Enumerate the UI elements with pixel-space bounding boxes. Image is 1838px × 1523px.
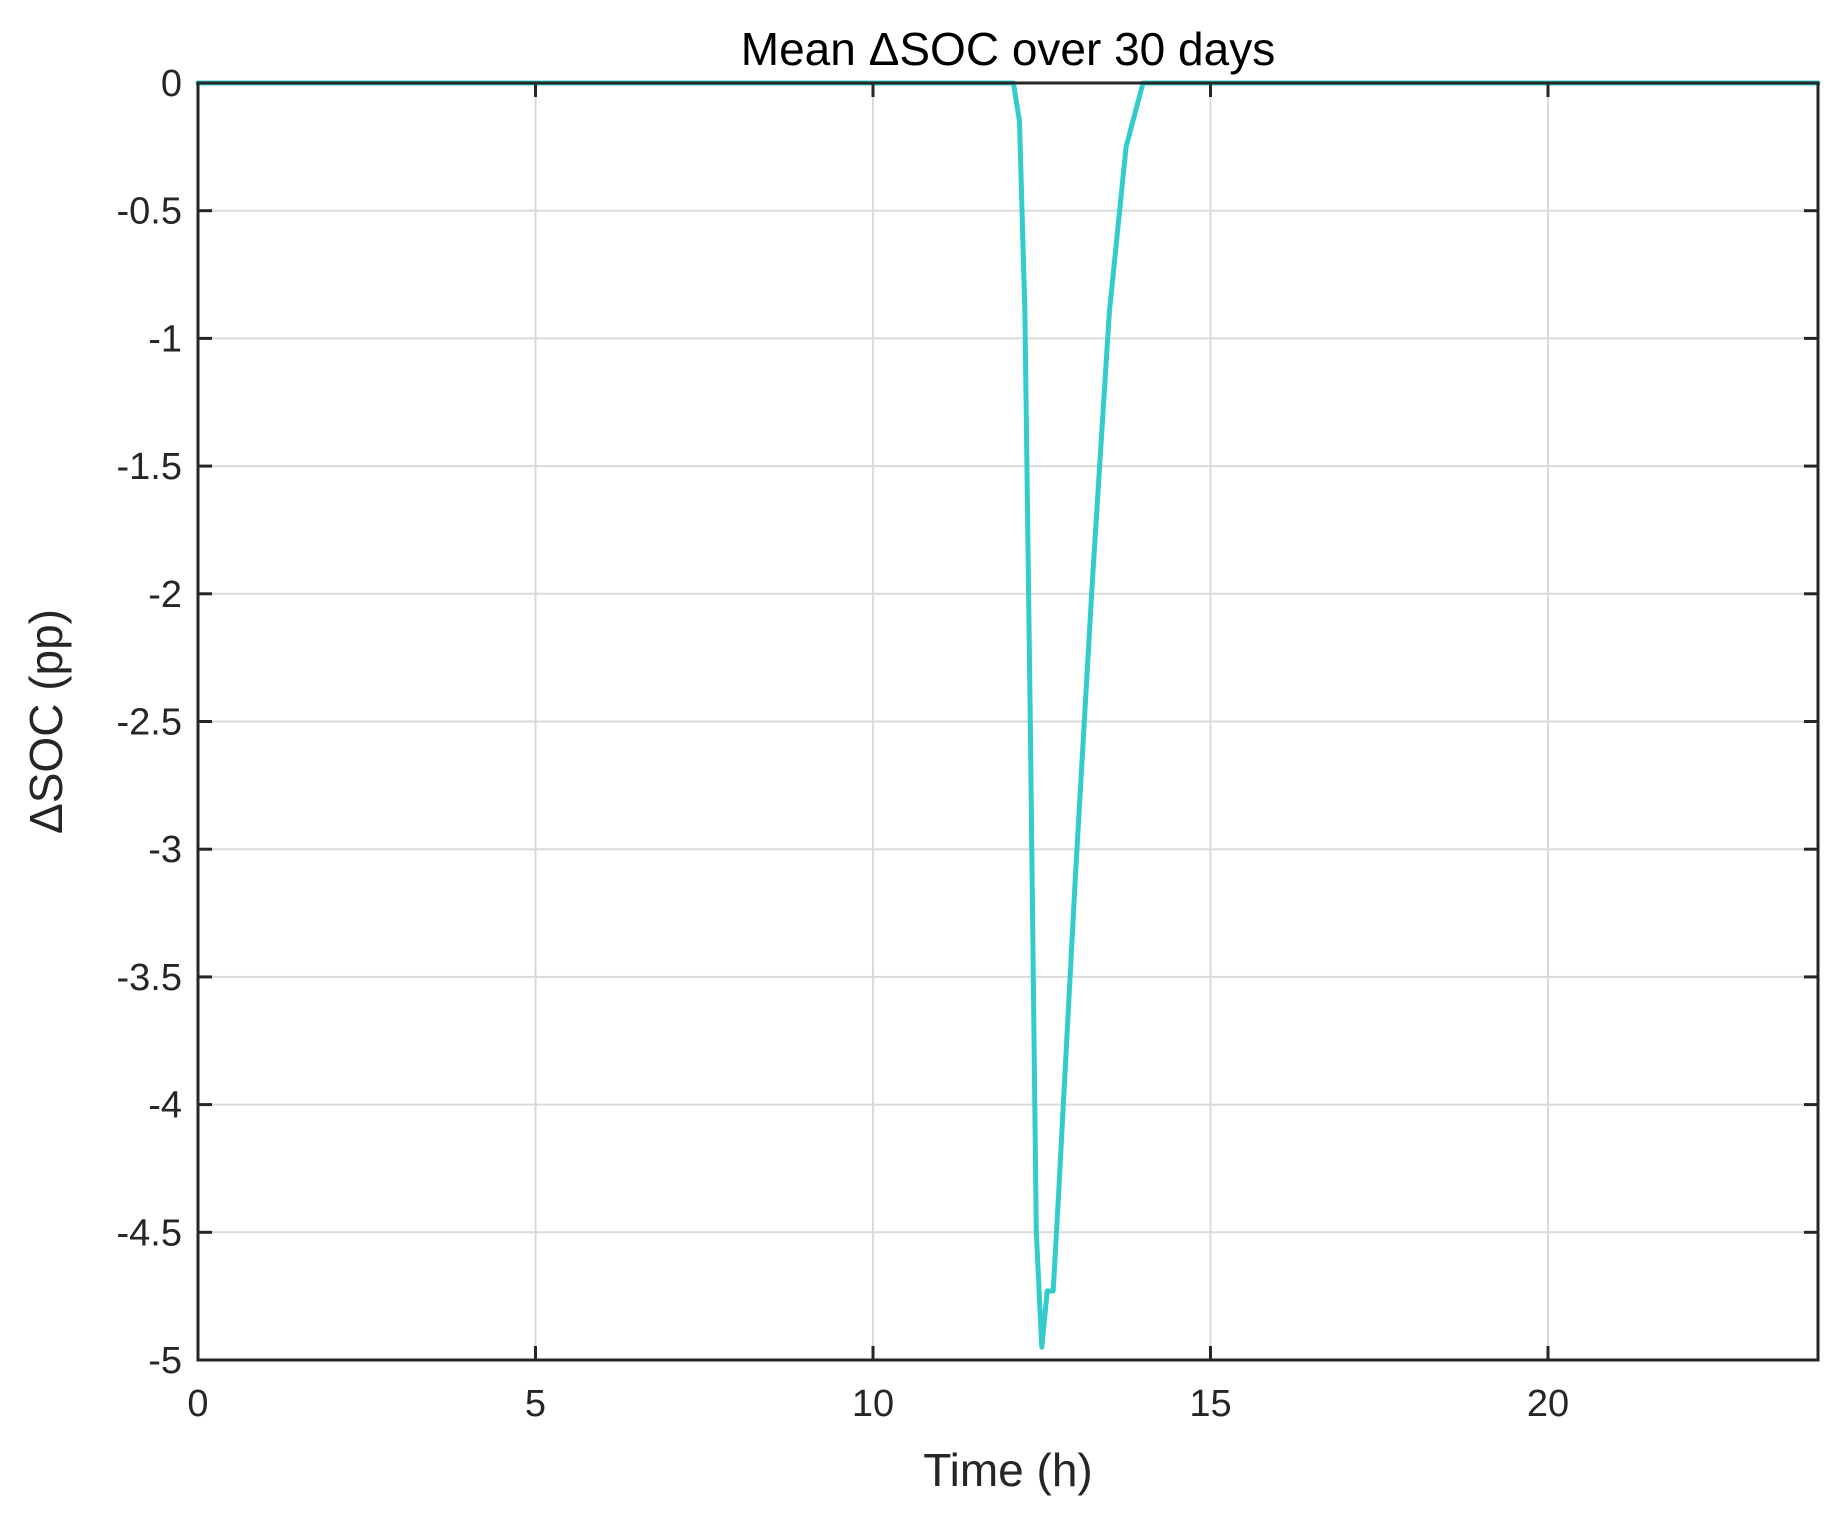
y-tick-labels: 0 -0.5 -1 -1.5 -2 -2.5 -3 -3.5 -4 -4.5 -5 xyxy=(117,63,182,1382)
x-tick-label: 10 xyxy=(852,1383,894,1425)
grid-lines xyxy=(197,82,1818,1361)
y-tick-label: -3 xyxy=(148,829,182,871)
axis-ticks xyxy=(196,81,1818,1362)
y-tick-label: -1 xyxy=(148,318,182,360)
chart-title: Mean ΔSOC over 30 days xyxy=(741,23,1275,75)
y-tick-label: -2 xyxy=(148,574,182,616)
x-tick-label: 0 xyxy=(187,1383,208,1425)
y-tick-label: -1.5 xyxy=(117,446,182,488)
x-tick-label: 15 xyxy=(1189,1383,1231,1425)
y-tick-label: -2.5 xyxy=(117,702,182,744)
series-lines xyxy=(195,80,1821,1350)
x-tick-label: 20 xyxy=(1527,1383,1569,1425)
y-tick-label: 0 xyxy=(161,63,182,105)
y-tick-label: -4.5 xyxy=(117,1212,182,1254)
y-tick-label: -0.5 xyxy=(117,191,182,233)
x-axis-label: Time (h) xyxy=(923,1444,1093,1496)
x-tick-label: 5 xyxy=(525,1383,546,1425)
y-tick-label: -3.5 xyxy=(117,957,182,999)
y-tick-label: -5 xyxy=(148,1340,182,1382)
y-tick-label: -4 xyxy=(148,1085,182,1127)
y-axis-label: ΔSOC (pp) xyxy=(20,609,72,834)
series-line xyxy=(195,80,1821,1350)
x-tick-labels: 0 5 10 15 20 xyxy=(187,1383,1569,1425)
